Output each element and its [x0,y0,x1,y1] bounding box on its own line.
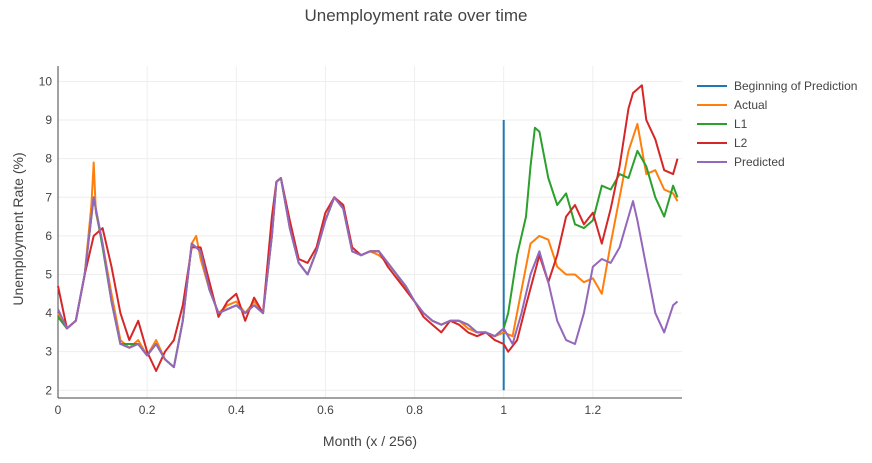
y-tick-label: 2 [45,383,52,397]
y-tick-label: 7 [45,190,52,204]
legend-swatch [697,161,727,164]
y-tick-label: 6 [45,229,52,243]
x-tick-label: 0.8 [406,403,423,417]
series-line-l1 [57,126,679,369]
legend-item-l2[interactable]: L2 [697,134,857,153]
x-tick-label: 1.2 [585,403,602,417]
legend-swatch [697,84,727,87]
legend-item-beginning-of-prediction[interactable]: Beginning of Prediction [697,76,857,95]
legend-label: L2 [734,136,748,151]
legend-label: Actual [734,97,768,112]
legend-label: Beginning of Prediction [734,78,858,93]
series-line-actual [57,122,679,369]
legend-item-predicted[interactable]: Predicted [697,153,857,172]
legend-label: L1 [734,116,748,131]
y-axis-label: Unemployment Rate (%) [10,152,26,306]
series-line-predicted [57,177,679,369]
y-tick-label: 9 [45,113,52,127]
y-tick-label: 4 [45,306,52,320]
x-tick-label: 0.4 [228,403,245,417]
legend-swatch [697,142,727,145]
legend[interactable]: Beginning of Prediction Actual L1 L2 Predict… [697,76,857,172]
legend-swatch [697,122,727,125]
x-tick-label: 0 [55,403,62,417]
y-tick-label: 3 [45,345,52,359]
legend-item-l1[interactable]: L1 [697,114,857,133]
legend-item-actual[interactable]: Actual [697,95,857,114]
y-tick-label: 8 [45,152,52,166]
x-tick-label: 0.6 [317,403,334,417]
x-tick-label: 0.2 [139,403,156,417]
legend-swatch [697,103,727,106]
x-tick-label: 1 [500,403,507,417]
y-tick-label: 10 [39,74,53,88]
chart-title: Unemployment rate over time [304,6,528,25]
x-axis-label: Month (x / 256) [322,433,418,449]
y-tick-label: 5 [45,267,52,281]
legend-label: Predicted [734,155,785,170]
